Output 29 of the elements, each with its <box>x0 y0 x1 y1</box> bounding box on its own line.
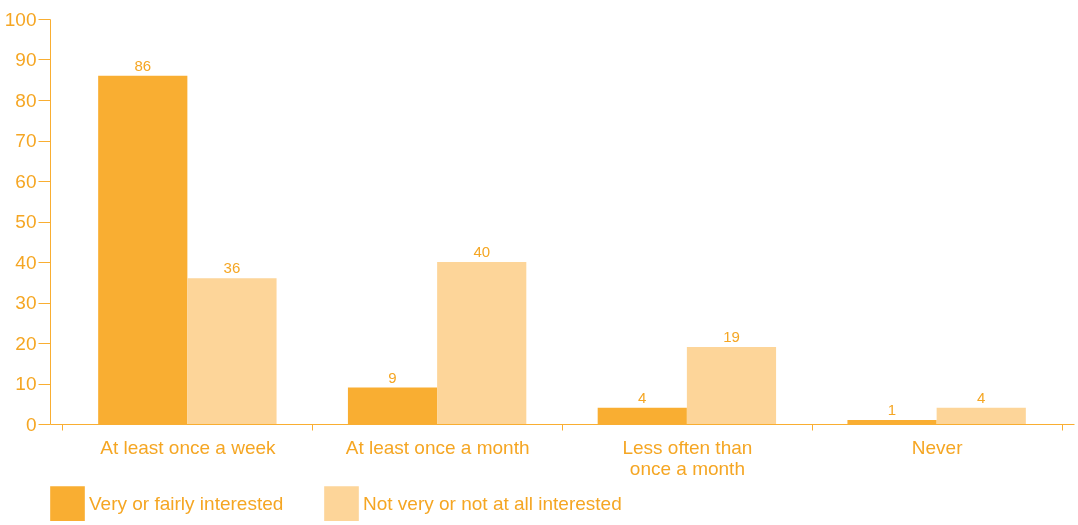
data-label: 4 <box>638 388 647 406</box>
data-label: 40 <box>473 243 491 260</box>
y-tick-label: 90 <box>15 49 37 70</box>
data-label: 1 <box>887 400 897 418</box>
y-tick-label: 80 <box>15 89 37 111</box>
y-tick-label: 70 <box>15 130 37 151</box>
y-tick-label: 100 <box>4 8 37 30</box>
x-tick-label: At least once a week <box>100 436 277 458</box>
data-label: 86 <box>134 56 152 74</box>
x-tick-label: At least once a month <box>345 436 530 458</box>
bar <box>187 278 277 424</box>
x-tick-label: Never <box>911 436 964 458</box>
bar <box>936 407 1026 424</box>
bar <box>437 262 527 424</box>
y-tick-label: 30 <box>15 292 37 313</box>
y-tick-label: 20 <box>15 332 37 354</box>
data-label: 19 <box>723 328 740 346</box>
y-tick-label: 10 <box>15 373 37 394</box>
bar <box>686 347 777 424</box>
data-label: 4 <box>977 388 986 406</box>
y-tick-label: 0 <box>25 413 37 435</box>
y-tick-label: 50 <box>15 211 37 232</box>
legend-label: Very or fairly interested <box>89 492 284 514</box>
legend-label: Not very or not at all interested <box>363 492 622 514</box>
y-tick-label: 60 <box>15 170 37 192</box>
y-tick-label: 40 <box>15 251 37 273</box>
x-tick-label: Less often than once a month <box>622 436 753 479</box>
data-label: 9 <box>388 368 397 386</box>
data-label: 36 <box>223 259 241 277</box>
